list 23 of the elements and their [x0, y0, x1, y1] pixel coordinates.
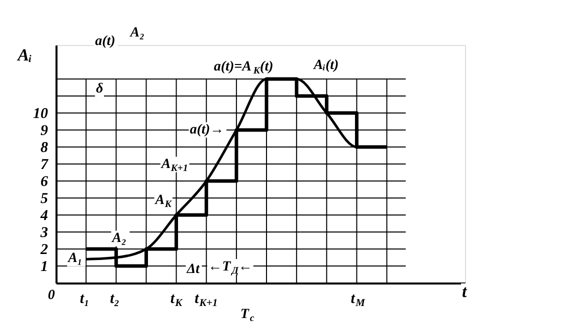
annotation: A₂: [111, 231, 126, 246]
y-tick-label: 5: [40, 191, 48, 207]
y-tick-label: 8: [40, 140, 48, 156]
y-tick-label: 4: [40, 208, 48, 224]
text: 0: [48, 288, 55, 303]
annotation: a(t)→: [190, 122, 224, 138]
x-axis-title: t: [462, 282, 468, 301]
annotation: δ: [96, 82, 104, 97]
annotation: a(t): [95, 34, 116, 49]
annotation: Aᵢ(t): [312, 58, 339, 73]
y-tick-label: 1: [40, 259, 48, 275]
y-tick-label: 6: [40, 174, 48, 190]
y-tick-label: 3: [40, 225, 48, 241]
y-tick-label: 7: [40, 157, 48, 173]
annotation: A₁: [67, 251, 82, 266]
y-tick-label: 9: [40, 123, 48, 139]
y-axis-title: Aᵢ: [16, 45, 32, 64]
y-tick-label: 10: [33, 106, 48, 122]
annotation: Δt: [186, 262, 201, 277]
text: A₂: [129, 26, 145, 40]
x-tick-label: t₂: [110, 291, 120, 307]
x-tick-label: t₁: [80, 291, 90, 307]
y-tick-label: 2: [40, 242, 48, 258]
